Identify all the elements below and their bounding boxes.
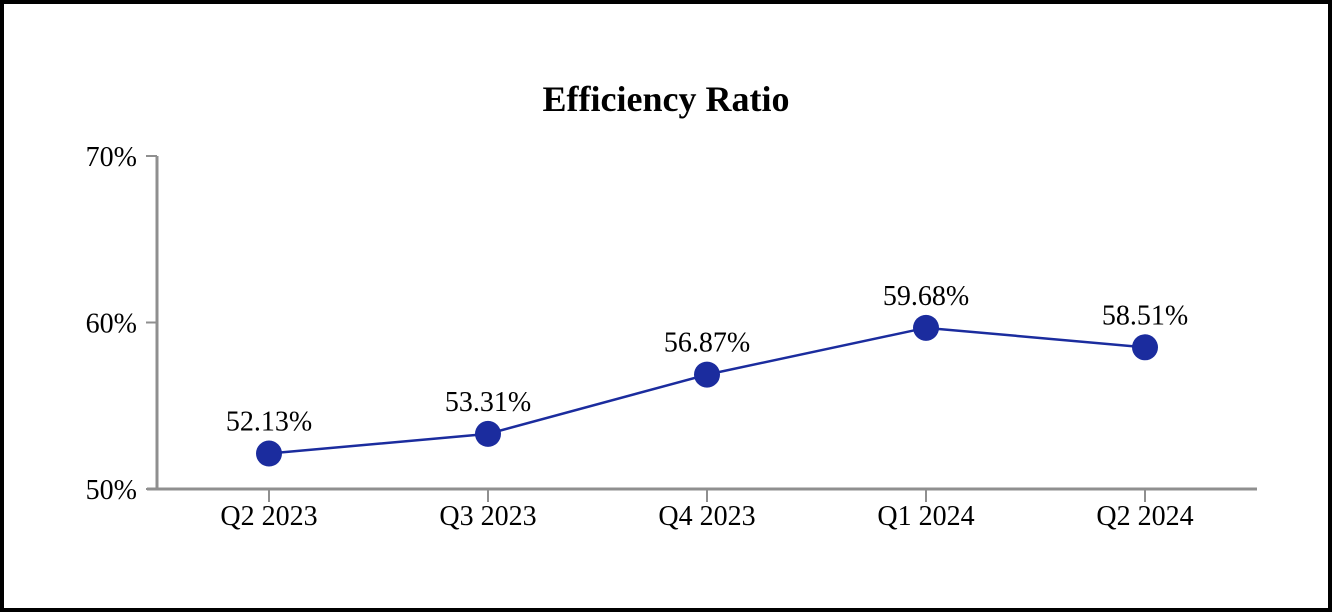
y-tick-label: 60% bbox=[86, 309, 137, 340]
y-tick-label: 50% bbox=[86, 475, 137, 506]
data-point bbox=[256, 440, 282, 467]
data-point-label: 52.13% bbox=[226, 407, 312, 438]
data-point-label: 59.68% bbox=[883, 281, 969, 312]
x-tick-label: Q1 2024 bbox=[877, 501, 974, 532]
data-point-label: 58.51% bbox=[1102, 300, 1188, 331]
x-tick-label: Q2 2024 bbox=[1096, 501, 1193, 532]
x-tick-label: Q3 2023 bbox=[439, 501, 536, 532]
data-point-label: 56.87% bbox=[664, 328, 750, 359]
data-point-label: 53.31% bbox=[445, 387, 531, 418]
data-point bbox=[913, 314, 939, 341]
data-point bbox=[1132, 334, 1158, 361]
line-chart: 50% 60% 70% Q2 2023 Q3 2023 Q4 2023 Q1 2024 Q2 … bbox=[86, 142, 1257, 532]
x-tick-label: Q4 2023 bbox=[658, 501, 755, 532]
data-point bbox=[475, 420, 501, 447]
x-tick-label: Q2 2023 bbox=[220, 501, 317, 532]
y-tick-label: 70% bbox=[86, 142, 137, 173]
chart-title: Efficiency Ratio bbox=[542, 79, 790, 119]
data-point bbox=[694, 361, 720, 388]
